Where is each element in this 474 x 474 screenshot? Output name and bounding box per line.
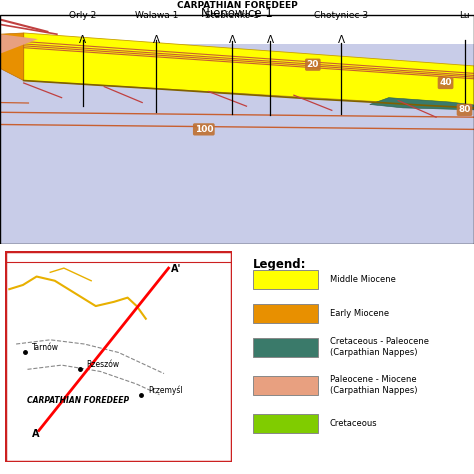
Bar xyxy=(0,0,474,54)
Text: 100: 100 xyxy=(194,125,213,134)
Text: Orly 2: Orly 2 xyxy=(69,10,97,19)
Text: CARPATHIAN FOREDEEP: CARPATHIAN FOREDEEP xyxy=(177,1,297,10)
Polygon shape xyxy=(0,33,24,81)
Text: Λ: Λ xyxy=(153,36,160,46)
Text: 20: 20 xyxy=(307,60,319,69)
Text: 80: 80 xyxy=(458,105,471,114)
Text: Cretaceous: Cretaceous xyxy=(330,419,378,428)
Text: Paleocene - Miocene
(Carpathian Nappes): Paleocene - Miocene (Carpathian Nappes) xyxy=(330,375,418,395)
Text: Chotyniec 3: Chotyniec 3 xyxy=(314,10,368,19)
Text: Early Miocene: Early Miocene xyxy=(330,309,389,318)
Text: Tarnów: Tarnów xyxy=(32,343,59,352)
Text: Walawa 1: Walawa 1 xyxy=(135,10,178,19)
Text: Λ: Λ xyxy=(337,36,345,46)
Text: Legend:: Legend: xyxy=(253,257,307,271)
Text: Λ: Λ xyxy=(79,36,87,46)
Text: CARPATHIAN FOREDEEP: CARPATHIAN FOREDEEP xyxy=(27,396,129,405)
Text: Λ: Λ xyxy=(228,36,236,46)
Text: A: A xyxy=(32,429,39,439)
Polygon shape xyxy=(0,34,38,54)
Text: Stubienko 1: Stubienko 1 xyxy=(205,10,259,19)
Text: Lu: Lu xyxy=(459,10,470,19)
Polygon shape xyxy=(24,33,474,108)
Text: Nienowice 1: Nienowice 1 xyxy=(201,7,273,20)
Text: Cretaceous - Paleocene
(Carpathian Nappes): Cretaceous - Paleocene (Carpathian Nappe… xyxy=(330,337,429,357)
Bar xyxy=(253,270,319,289)
Text: Przemyśl: Przemyśl xyxy=(148,385,182,394)
Bar xyxy=(0,44,474,244)
Bar xyxy=(253,414,319,433)
Text: Rzeszów: Rzeszów xyxy=(87,360,120,369)
Bar xyxy=(253,337,319,357)
Text: Middle Miocene: Middle Miocene xyxy=(330,275,396,284)
Bar xyxy=(253,304,319,323)
Bar xyxy=(253,376,319,395)
Polygon shape xyxy=(370,98,474,110)
Text: A': A' xyxy=(171,264,181,274)
Text: Λ: Λ xyxy=(266,36,274,46)
Text: 40: 40 xyxy=(439,79,452,88)
